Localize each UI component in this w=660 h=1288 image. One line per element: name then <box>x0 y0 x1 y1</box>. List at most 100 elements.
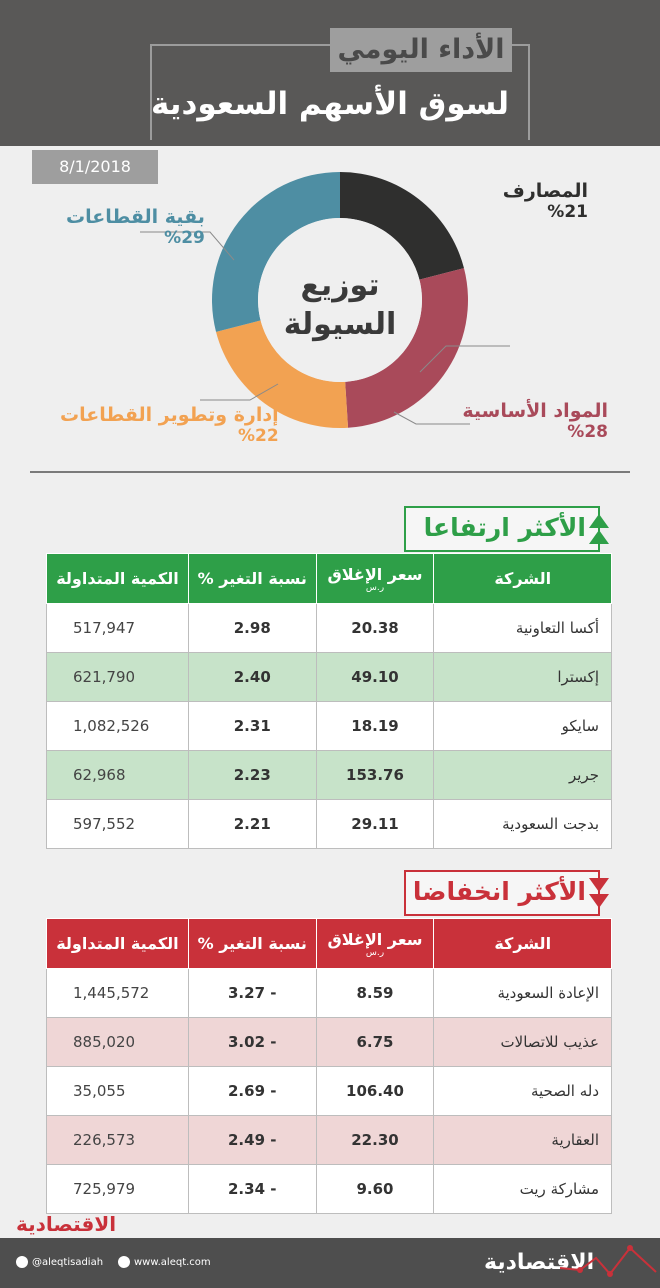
table-row: بدجت السعودية 29.11 2.21 597,552 <box>46 799 612 849</box>
cell-company: أكسا التعاونية <box>433 603 612 653</box>
cell-price: 49.10 <box>315 652 435 702</box>
cell-change: - 3.27 <box>187 968 317 1018</box>
cell-company: جرير <box>433 750 612 800</box>
leader-line-materials <box>393 411 470 425</box>
cell-price: 9.60 <box>315 1164 435 1214</box>
website-link[interactable]: www.aleqt.com <box>118 1256 211 1268</box>
cell-company: دله الصحية <box>433 1066 612 1116</box>
cell-change: 2.21 <box>187 799 317 849</box>
leader-line-banks <box>419 345 510 373</box>
donut-hole <box>258 218 422 382</box>
twitter-handle-text: @aleqtisadiah <box>32 1256 104 1268</box>
cell-volume: 621,790 <box>46 652 189 702</box>
donut-center-line2: السيولة <box>284 307 397 342</box>
col-price-unit: ر.س <box>365 947 385 958</box>
leader-line-others <box>140 231 235 261</box>
cell-volume: 1,445,572 <box>46 968 189 1018</box>
cell-company: مشاركة ريت <box>433 1164 612 1214</box>
gainers-header-row: الشركة سعر الإغلاق ر.س نسبة التغير % الكم… <box>46 553 612 604</box>
table-row: أكسا التعاونية 20.38 2.98 517,947 <box>46 603 612 653</box>
label-realestate: إدارة وتطوير القطاعات %22 <box>60 404 279 446</box>
cell-change: 2.23 <box>187 750 317 800</box>
cell-volume: 517,947 <box>46 603 189 653</box>
cell-company: إكسترا <box>433 652 612 702</box>
col-company: الشركة <box>433 918 612 969</box>
col-volume: الكمية المتداولة <box>46 553 189 604</box>
table-row: الإعادة السعودية 8.59 - 3.27 1,445,572 <box>46 968 612 1018</box>
cell-company: العقارية <box>433 1115 612 1165</box>
cell-price: 8.59 <box>315 968 435 1018</box>
cell-volume: 35,055 <box>46 1066 189 1116</box>
cell-price: 29.11 <box>315 799 435 849</box>
table-row: عذيب للاتصالات 6.75 - 3.02 885,020 <box>46 1017 612 1067</box>
cell-change: - 2.49 <box>187 1115 317 1165</box>
col-volume: الكمية المتداولة <box>46 918 189 969</box>
label-materials-name: المواد الأساسية <box>462 400 608 422</box>
donut-segment-materials <box>345 268 469 428</box>
cell-volume: 597,552 <box>46 799 189 849</box>
cell-price: 106.40 <box>315 1066 435 1116</box>
donut-segment-banks <box>340 172 464 280</box>
cell-price: 6.75 <box>315 1017 435 1067</box>
label-others-pct: %29 <box>164 228 205 248</box>
col-change: نسبة التغير % <box>187 553 317 604</box>
label-banks-pct: %21 <box>547 202 588 222</box>
col-price: سعر الإغلاق ر.س <box>315 918 435 969</box>
losers-title: الأكثر انخفاضا <box>404 870 600 916</box>
col-price: سعر الإغلاق ر.س <box>315 553 435 604</box>
brand-logo-text: الاقتصادية <box>16 1212 117 1236</box>
header-banner: الأداء اليومي لسوق الأسهم السعودية <box>0 0 660 146</box>
website-link-text: www.aleqt.com <box>134 1256 211 1268</box>
chart-line-icon <box>560 1245 657 1277</box>
leader-line-realestate <box>200 383 279 401</box>
cell-company: بدجت السعودية <box>433 799 612 849</box>
label-others: بقية القطاعات %29 <box>66 206 205 248</box>
losers-header-row: الشركة سعر الإغلاق ر.س نسبة التغير % الكم… <box>46 918 612 969</box>
donut-segment-others <box>212 172 340 332</box>
cell-price: 153.76 <box>315 750 435 800</box>
up-arrows-icon <box>588 512 610 546</box>
cell-change: - 2.69 <box>187 1066 317 1116</box>
twitter-icon <box>16 1256 28 1268</box>
cell-company: سايكو <box>433 701 612 751</box>
cell-volume: 62,968 <box>46 750 189 800</box>
table-row: دله الصحية 106.40 - 2.69 35,055 <box>46 1066 612 1116</box>
cell-change: - 2.34 <box>187 1164 317 1214</box>
cell-company: عذيب للاتصالات <box>433 1017 612 1067</box>
cell-volume: 725,979 <box>46 1164 189 1214</box>
losers-table: الشركة سعر الإغلاق ر.س نسبة التغير % الكم… <box>46 918 612 1214</box>
gainers-table: الشركة سعر الإغلاق ر.س نسبة التغير % الكم… <box>46 553 612 849</box>
cell-change: - 3.02 <box>187 1017 317 1067</box>
table-row: جرير 153.76 2.23 62,968 <box>46 750 612 800</box>
cell-price: 18.19 <box>315 701 435 751</box>
col-price-unit: ر.س <box>365 582 385 593</box>
down-arrows-icon <box>588 876 610 910</box>
cell-company: الإعادة السعودية <box>433 968 612 1018</box>
date-badge: 8/1/2018 <box>32 150 158 184</box>
header-title: لسوق الأسهم السعودية <box>151 86 509 122</box>
cell-change: 2.98 <box>187 603 317 653</box>
twitter-handle[interactable]: @aleqtisadiah <box>16 1256 103 1268</box>
label-banks: المصارف %21 <box>503 180 588 222</box>
donut-segments <box>212 172 469 428</box>
col-price-label: سعر الإغلاق <box>327 564 423 584</box>
label-realestate-pct: %22 <box>237 426 279 446</box>
label-materials-pct: %28 <box>567 422 608 442</box>
cell-volume: 226,573 <box>46 1115 189 1165</box>
cell-volume: 885,020 <box>46 1017 189 1067</box>
header-subtitle: الأداء اليومي <box>330 28 512 72</box>
label-others-name: بقية القطاعات <box>66 206 205 228</box>
col-company: الشركة <box>433 553 612 604</box>
cell-price: 22.30 <box>315 1115 435 1165</box>
table-row: مشاركة ريت 9.60 - 2.34 725,979 <box>46 1164 612 1214</box>
label-materials: المواد الأساسية %28 <box>462 400 608 442</box>
globe-icon <box>118 1256 130 1268</box>
col-change: نسبة التغير % <box>187 918 317 969</box>
table-row: إكسترا 49.10 2.40 621,790 <box>46 652 612 702</box>
footer-logo: الاقتصادية <box>484 1250 595 1275</box>
donut-segment-realestate <box>216 320 349 428</box>
gainers-title: الأكثر ارتفاعا <box>404 506 600 552</box>
cell-change: 2.40 <box>187 652 317 702</box>
col-price-label: سعر الإغلاق <box>327 929 423 949</box>
section-divider <box>30 471 630 473</box>
